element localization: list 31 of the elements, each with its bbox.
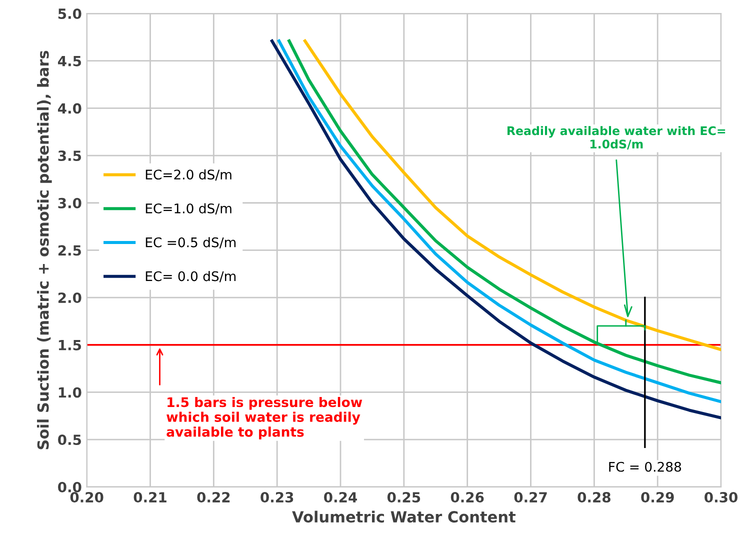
legend-label: EC= 0.0 dS/m <box>146 270 236 282</box>
x-tick-label: 0.30 <box>704 492 738 503</box>
x-tick-label: 0.27 <box>514 492 547 503</box>
x-tick-label: 0.24 <box>324 492 357 503</box>
y-tick-label: 0.0 <box>58 482 82 492</box>
y-tick-label: 2.5 <box>58 245 81 256</box>
y-tick-label: 3.5 <box>58 150 81 162</box>
y-tick-label: 2.0 <box>58 292 82 304</box>
y-tick-label: 1.5 <box>58 340 81 350</box>
legend-label: EC =0.5 dS/m <box>146 237 236 248</box>
x-tick-label: 0.21 <box>134 492 166 503</box>
x-tick-label: 0.25 <box>387 492 420 503</box>
y-tick-label: 0.5 <box>58 434 81 446</box>
x-tick-label: 0.26 <box>450 492 484 503</box>
x-tick-label: 0.28 <box>578 492 610 503</box>
y-tick-label: 4.5 <box>58 56 81 66</box>
legend-label: EC=1.0 dS/m <box>146 203 232 214</box>
x-tick-label: 0.22 <box>197 492 230 503</box>
x-tick-label: 0.23 <box>260 492 294 503</box>
annotation: Readily available water with EC= 1.0dS/m <box>508 126 726 150</box>
annotation: 1.5 bars is pressure below which soil water is readily available to plants <box>166 396 362 440</box>
y-tick-label: 1.0 <box>58 387 82 398</box>
y-tick-label: 3.0 <box>58 198 82 208</box>
annotation: FC = 0.288 <box>609 462 682 472</box>
x-axis-title: Volumetric Water Content <box>292 510 516 523</box>
x-tick-label: 0.29 <box>641 492 674 503</box>
y-tick-label: 5.0 <box>58 8 82 19</box>
y-tick-label: 4.0 <box>58 103 82 114</box>
legend-label: EC=2.0 dS/m <box>146 169 232 181</box>
y-axis-title: Soil Suction (matric + osmotic potential), bars <box>37 50 52 450</box>
x-tick-label: 0.20 <box>70 492 104 503</box>
